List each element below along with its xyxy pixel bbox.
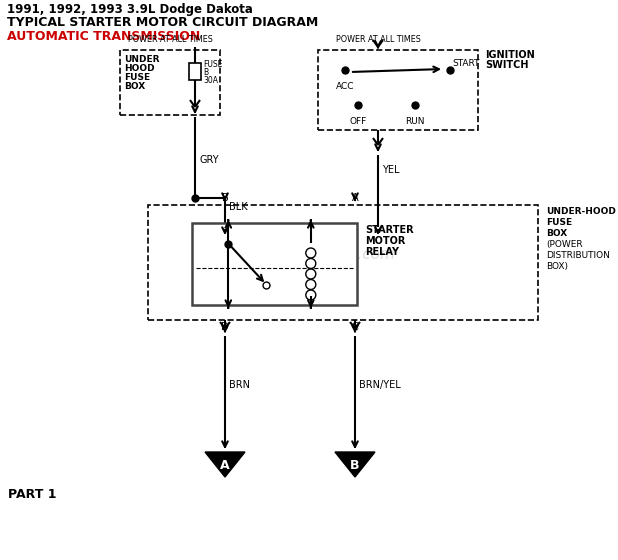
Text: B: B: [203, 68, 208, 77]
Text: B: B: [350, 459, 360, 472]
Text: POWER AT ALL TIMES: POWER AT ALL TIMES: [336, 35, 420, 44]
Text: RUN: RUN: [405, 117, 425, 126]
Text: SWITCH: SWITCH: [485, 60, 528, 70]
Text: D: D: [221, 322, 229, 332]
Text: FUSE: FUSE: [124, 73, 150, 82]
Text: FUSE: FUSE: [546, 218, 572, 227]
Text: DISTRIBUTION: DISTRIBUTION: [546, 251, 610, 260]
Polygon shape: [335, 452, 375, 477]
Text: C: C: [352, 322, 358, 332]
Text: BRN: BRN: [229, 380, 250, 390]
Text: BOX): BOX): [546, 262, 568, 271]
Text: A: A: [220, 459, 230, 472]
Text: IGNITION: IGNITION: [485, 50, 535, 60]
Text: UNDER: UNDER: [124, 55, 159, 64]
Text: AUTOMATIC TRANSMISSION: AUTOMATIC TRANSMISSION: [7, 30, 200, 43]
Text: (POWER: (POWER: [546, 240, 583, 249]
Text: BOX: BOX: [124, 82, 145, 91]
Bar: [318, 50, 478, 130]
Text: RELAY: RELAY: [365, 247, 399, 257]
Text: STARTER: STARTER: [365, 225, 413, 235]
Text: GRY: GRY: [199, 155, 219, 165]
Text: HOOD: HOOD: [124, 64, 154, 73]
Text: A: A: [352, 193, 358, 203]
Text: ACC: ACC: [336, 82, 354, 91]
Bar: [120, 50, 220, 115]
Text: B: B: [222, 193, 229, 203]
Text: PART 1: PART 1: [8, 488, 56, 501]
Text: UNDER-HOOD: UNDER-HOOD: [546, 207, 616, 216]
Text: START: START: [452, 59, 480, 68]
Text: TYPICAL STARTER MOTOR CIRCUIT DIAGRAM: TYPICAL STARTER MOTOR CIRCUIT DIAGRAM: [7, 16, 318, 29]
Text: OFF: OFF: [349, 117, 366, 126]
Text: 30A: 30A: [203, 76, 218, 85]
Text: easyautodiagnostes.com: easyautodiagnostes.com: [205, 248, 396, 263]
Text: BLK: BLK: [229, 202, 248, 212]
Bar: [192, 223, 357, 305]
Text: 1991, 1992, 1993 3.9L Dodge Dakota: 1991, 1992, 1993 3.9L Dodge Dakota: [7, 3, 253, 16]
Bar: [189, 63, 201, 80]
Text: POWER AT ALL TIMES: POWER AT ALL TIMES: [127, 35, 213, 44]
Text: FUSE: FUSE: [203, 60, 222, 69]
Polygon shape: [205, 452, 245, 477]
Text: BRN/YEL: BRN/YEL: [359, 380, 400, 390]
Text: BOX: BOX: [546, 229, 567, 238]
Text: MOTOR: MOTOR: [365, 236, 405, 246]
Bar: [148, 205, 538, 320]
Text: YEL: YEL: [382, 165, 399, 175]
